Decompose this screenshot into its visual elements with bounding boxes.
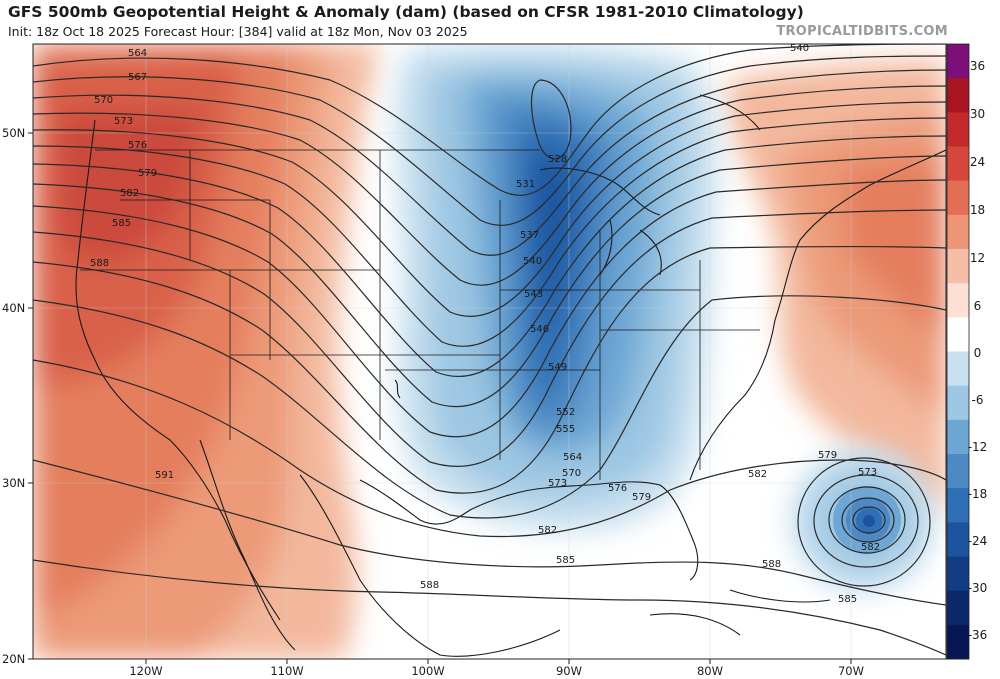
colorbar-swatch xyxy=(947,214,969,250)
positive-anomaly-west xyxy=(33,44,380,659)
contour-label: 573 xyxy=(548,478,567,489)
contour-label: 585 xyxy=(556,555,575,566)
contour-label: 564 xyxy=(128,48,147,59)
contour-label: 549 xyxy=(548,362,567,373)
contour-label: 579 xyxy=(632,492,651,503)
contour-labels: 5645675705735765795825855885915285315375… xyxy=(90,43,880,605)
contour-label: 573 xyxy=(114,116,133,127)
lon-label-120w: 120W xyxy=(129,664,163,678)
contour-label: 540 xyxy=(790,43,809,54)
contour-label: 543 xyxy=(524,289,543,300)
contour-label: 582 xyxy=(748,469,767,480)
colorbar-label: 12 xyxy=(969,251,986,265)
contour-label: 588 xyxy=(420,580,439,591)
colorbar-swatch xyxy=(947,44,969,79)
height-contours xyxy=(33,44,946,656)
colorbar-swatch xyxy=(947,522,969,557)
colorbar-label: 36 xyxy=(969,59,986,73)
colorbar-label: 0 xyxy=(973,346,982,360)
contour-label: 582 xyxy=(120,188,139,199)
colorbar-swatch xyxy=(947,556,969,592)
lat-label-30n: 30N xyxy=(2,476,26,490)
negative-anomaly-trough xyxy=(395,44,718,531)
contour-label: 528 xyxy=(548,154,567,165)
contour-label: 552 xyxy=(556,407,575,418)
colorbar-swatch xyxy=(947,624,969,660)
colorbar-swatch xyxy=(947,112,969,147)
lat-label-40n: 40N xyxy=(2,301,26,315)
colorbar-label: 18 xyxy=(969,203,986,217)
colorbar-label: 6 xyxy=(973,299,982,313)
contour-label: 579 xyxy=(138,168,157,179)
contour-label: 555 xyxy=(556,424,575,435)
colorbar-swatch xyxy=(947,419,969,455)
colorbar-swatch xyxy=(947,351,969,387)
colorbar-swatch xyxy=(947,590,969,626)
colorbar-swatch xyxy=(947,180,969,216)
lon-label-90w: 90W xyxy=(555,664,583,678)
contour-label: 573 xyxy=(858,467,877,478)
contour-label: 567 xyxy=(128,72,147,83)
colorbar-label: -18 xyxy=(967,487,988,501)
lat-label-20n: 20N xyxy=(2,652,26,666)
contour-label: 585 xyxy=(838,594,857,605)
lon-label-100w: 100W xyxy=(411,664,445,678)
colorbar-swatch xyxy=(947,78,969,113)
contour-label: 582 xyxy=(538,525,557,536)
colorbar-swatch xyxy=(947,146,969,182)
colorbar-label: -30 xyxy=(967,581,988,595)
contour-label: 546 xyxy=(530,324,549,335)
contour-label: 564 xyxy=(563,452,582,463)
lon-label-70w: 70W xyxy=(837,664,865,678)
contour-label: 579 xyxy=(818,450,837,461)
contour-label: 540 xyxy=(523,256,542,267)
contour-label: 582 xyxy=(861,542,880,553)
colorbar-swatch xyxy=(947,317,969,352)
colorbar-frame xyxy=(946,43,970,660)
lon-label-110w: 110W xyxy=(270,664,304,678)
contour-label: 570 xyxy=(562,468,581,479)
lat-label-50n: 50N xyxy=(2,126,26,140)
contour-label: 576 xyxy=(608,483,627,494)
map-title: GFS 500mb Geopotential Height & Anomaly … xyxy=(8,3,804,21)
lon-label-80w: 80W xyxy=(696,664,724,678)
map-subtitle: Init: 18z Oct 18 2025 Forecast Hour: [38… xyxy=(8,24,468,39)
contour-label: 588 xyxy=(762,559,781,570)
colorbar-label: 30 xyxy=(969,107,986,121)
anomaly-colorbar xyxy=(946,43,970,660)
colorbar-label: -24 xyxy=(967,534,988,548)
colorbar-swatch xyxy=(947,385,969,421)
colorbar-label: -36 xyxy=(967,628,988,642)
colorbar-swatch xyxy=(947,249,969,284)
coastlines xyxy=(75,94,946,657)
colorbar-label: 24 xyxy=(969,155,986,169)
colorbar-swatch xyxy=(947,283,969,318)
map-frame xyxy=(32,43,947,660)
contour-label: 585 xyxy=(112,218,131,229)
colorbar-label: -6 xyxy=(971,393,984,407)
colorbar-swatch xyxy=(947,454,969,489)
state-borders xyxy=(80,149,760,480)
contour-label: 537 xyxy=(520,230,539,241)
contour-label: 588 xyxy=(90,258,109,269)
contour-label: 531 xyxy=(516,179,535,190)
colorbar-swatch xyxy=(947,488,969,523)
colorbar-label: -12 xyxy=(967,440,988,454)
brand-watermark: TROPICALTIDBITS.COM xyxy=(776,24,948,39)
contour-label: 591 xyxy=(155,470,174,481)
contour-label: 570 xyxy=(94,95,113,106)
contour-label: 576 xyxy=(128,140,147,151)
